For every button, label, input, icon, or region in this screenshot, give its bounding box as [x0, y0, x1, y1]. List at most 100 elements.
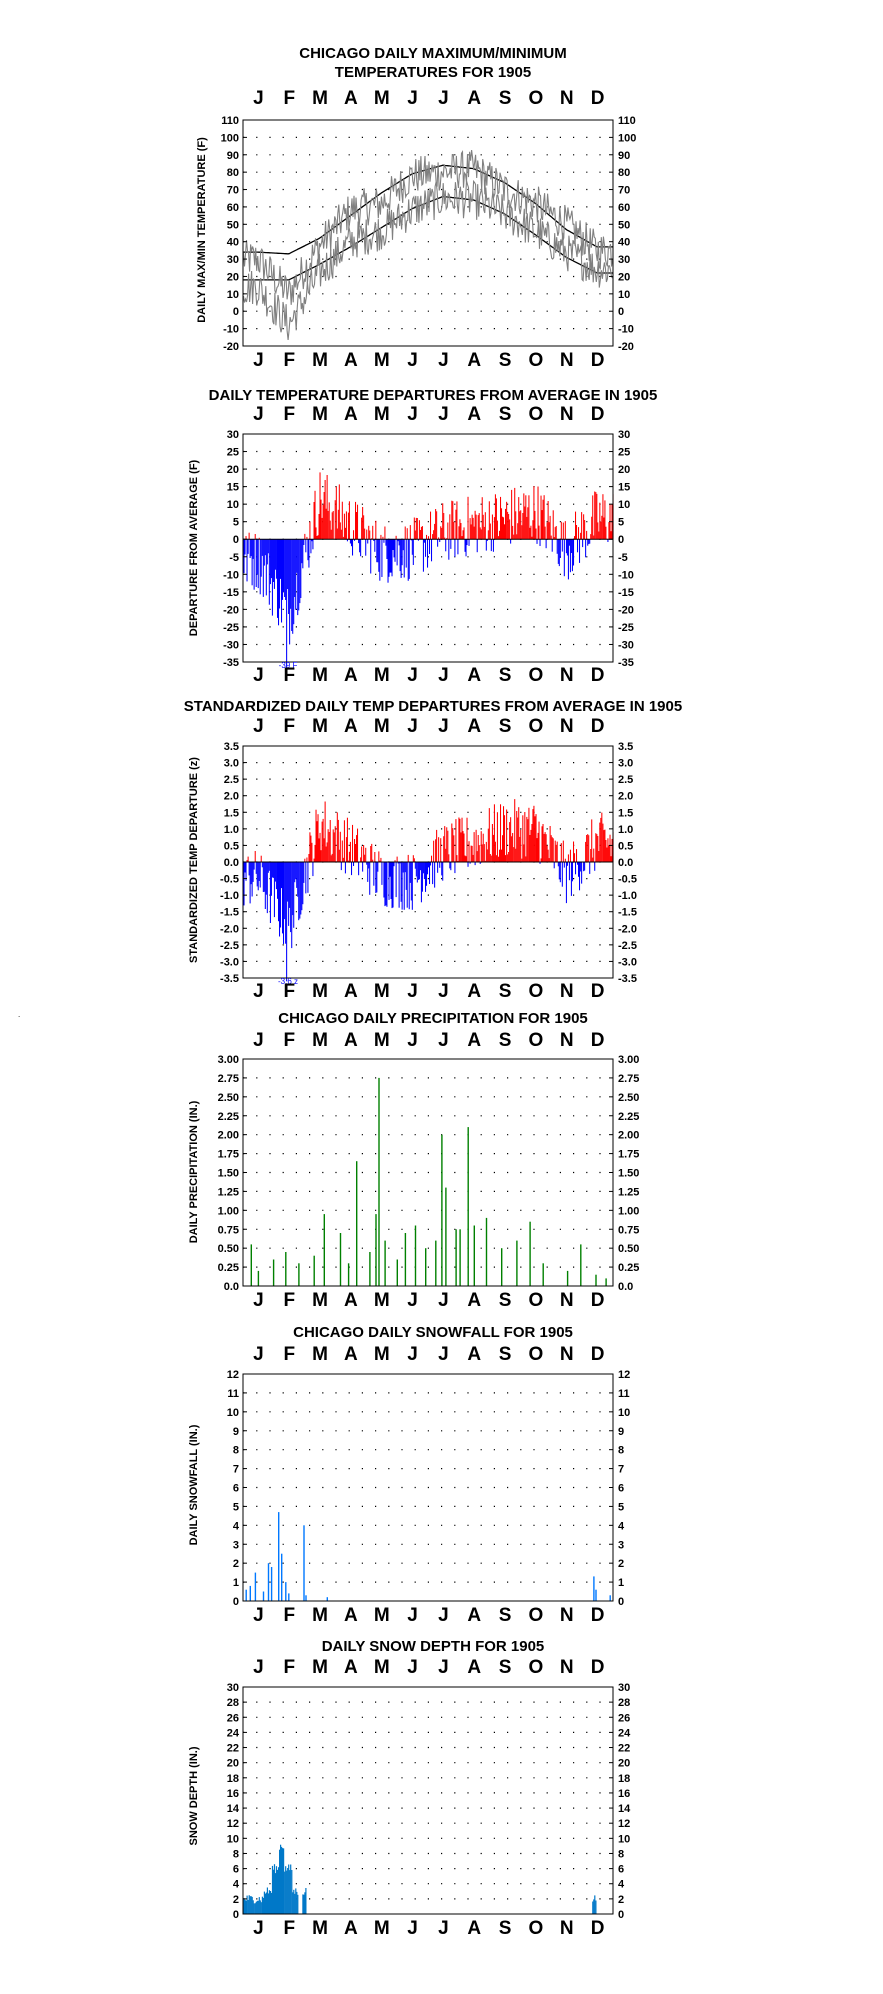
- departure-bar: [300, 862, 301, 915]
- y-tick-label: 0: [233, 306, 239, 318]
- snow-depth-bars: [244, 1845, 597, 1914]
- month-label: A: [344, 1657, 358, 1678]
- month-label: A: [344, 981, 358, 1002]
- month-label: F: [283, 1290, 295, 1311]
- departure-bar: [523, 844, 524, 862]
- y-tick-label: 10: [618, 289, 630, 301]
- departure-bar: [337, 812, 338, 862]
- departure-bar: [469, 539, 470, 546]
- departure-bar: [280, 862, 281, 928]
- departure-bar: [466, 539, 467, 556]
- departure-bar: [334, 832, 335, 862]
- departure-bar: [579, 862, 580, 890]
- departure-bar: [328, 511, 329, 539]
- departure-bar: [488, 829, 489, 862]
- month-label: A: [344, 88, 358, 109]
- departure-bar: [478, 835, 479, 862]
- departure-bar: [252, 539, 253, 585]
- departure-bar: [559, 539, 560, 566]
- departure-bar: [464, 834, 465, 863]
- departure-bar: [536, 529, 537, 540]
- y-tick-label: 0.50: [218, 1243, 239, 1255]
- departure-bar: [408, 855, 409, 862]
- month-label: M: [374, 665, 390, 686]
- departure-bar: [472, 846, 473, 862]
- departure-bar: [305, 539, 306, 552]
- departure-bar: [322, 518, 323, 539]
- snowfall-bar: [303, 1525, 304, 1601]
- departure-bar: [324, 838, 325, 862]
- month-label: J: [407, 350, 418, 371]
- departure-bar: [431, 856, 432, 862]
- departure-bar: [414, 518, 415, 540]
- departure-bar: [341, 862, 342, 870]
- y-tick-label: 0: [233, 1909, 239, 1921]
- departure-bar: [399, 862, 400, 908]
- y-tick-label: 1.75: [218, 1149, 239, 1161]
- y-tick-label: 2.75: [618, 1073, 639, 1085]
- snow-depth-bar: [283, 1848, 284, 1914]
- y-tick-label: -2.5: [618, 940, 637, 952]
- month-label: A: [344, 665, 358, 686]
- snow-depth-bar: [290, 1865, 291, 1915]
- y-tick-label: 8: [233, 1849, 239, 1861]
- departure-bar: [580, 533, 581, 539]
- y-tick-label: 6: [233, 1483, 239, 1495]
- departure-bar: [270, 862, 271, 923]
- departure-bar: [443, 836, 444, 862]
- departure-bar: [505, 509, 506, 539]
- month-label: F: [283, 1605, 295, 1626]
- departure-bar: [375, 521, 376, 539]
- departure-bar: [326, 847, 327, 863]
- departure-bar: [462, 818, 463, 862]
- departure-bar: [513, 535, 514, 540]
- departure-bar: [279, 539, 280, 608]
- month-label: J: [407, 1030, 418, 1051]
- y-tick-label: -3.5: [220, 973, 239, 985]
- departure-bar: [288, 539, 289, 614]
- departure-bar: [526, 817, 527, 862]
- y-axis-label: SNOW DEPTH (IN.): [188, 1746, 200, 1845]
- departure-bar: [550, 826, 551, 862]
- departure-bar: [555, 841, 556, 862]
- y-tick-label: 0.0: [224, 857, 239, 869]
- departure-bar: [508, 514, 509, 539]
- departure-bar: [396, 862, 397, 897]
- departure-bar: [352, 825, 353, 862]
- month-label: M: [312, 716, 328, 737]
- departure-bar: [420, 862, 421, 870]
- departure-bar: [433, 530, 434, 539]
- y-tick-label: 50: [618, 219, 630, 231]
- departure-bar: [306, 858, 307, 863]
- departure-bar: [584, 862, 585, 871]
- y-tick-label: 0.25: [218, 1262, 239, 1274]
- departure-bar: [584, 520, 585, 539]
- y-tick-label: 8: [618, 1849, 624, 1861]
- departure-bar: [604, 830, 605, 862]
- departure-bar: [302, 862, 303, 904]
- departure-bar: [396, 536, 397, 539]
- departure-bar: [468, 862, 469, 867]
- departure-bar: [250, 539, 251, 558]
- y-tick-label: -10: [223, 569, 239, 581]
- departure-bar: [421, 862, 422, 902]
- y-tick-label: 16: [618, 1788, 630, 1800]
- departure-bar: [345, 862, 346, 873]
- month-label: D: [591, 981, 605, 1002]
- month-label: J: [253, 1605, 264, 1626]
- y-tick-label: 4: [618, 1520, 625, 1532]
- departure-bar: [380, 535, 381, 539]
- departure-bar: [481, 831, 482, 862]
- departure-bar: [501, 850, 502, 862]
- departure-bar: [488, 530, 489, 539]
- departure-bar: [459, 819, 460, 862]
- departure-bar: [358, 539, 359, 543]
- departure-bar: [319, 514, 320, 539]
- departure-bar: [525, 856, 526, 862]
- departure-bar: [267, 862, 268, 913]
- y-tick-label: -20: [223, 341, 239, 353]
- month-label: A: [344, 350, 358, 371]
- departure-bar: [305, 862, 306, 893]
